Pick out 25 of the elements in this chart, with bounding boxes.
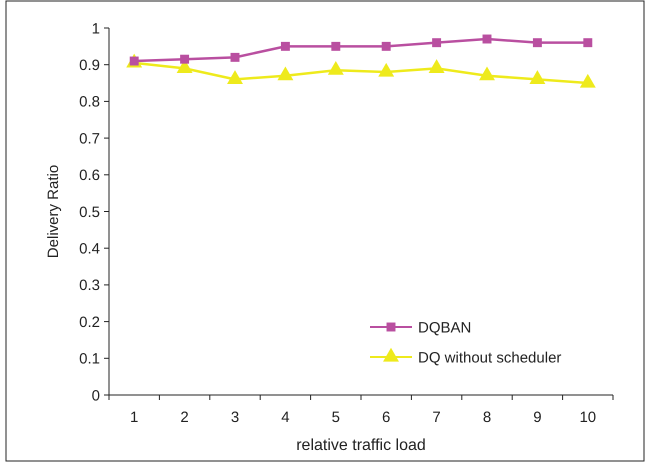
x-tick-label: 2 [180,409,189,426]
x-tick-label: 4 [281,409,290,426]
y-axis-title: Delivery Ratio [45,164,62,258]
x-tick-label: 5 [332,409,340,426]
y-tick-label: 0.9 [79,56,100,74]
x-tick-label: 7 [432,409,441,426]
y-tick-label: 0 [92,387,100,404]
y-tick-label: 0.7 [79,130,100,148]
x-tick-label: 10 [579,409,596,426]
legend-label: DQ without scheduler [418,349,562,366]
x-tick-label: 8 [482,409,492,426]
y-tick-label: 0.3 [79,277,100,294]
y-tick-label: 0.2 [79,314,100,331]
x-axis-title: relative traffic load [296,437,426,454]
x-tick-label: 6 [382,409,390,426]
legend-label: DQBAN [418,319,472,336]
y-tick-label: 0.6 [79,167,100,184]
y-tick-label: 0.4 [79,240,100,258]
x-tick-label: 3 [230,409,240,426]
y-tick-label: 0.8 [79,94,100,111]
y-tick-label: 0.5 [79,204,100,221]
y-tick-label: 0.1 [79,350,100,368]
y-tick-label: 1 [92,20,100,38]
x-tick-label: 9 [533,409,542,426]
x-tick-label: 1 [130,409,138,426]
